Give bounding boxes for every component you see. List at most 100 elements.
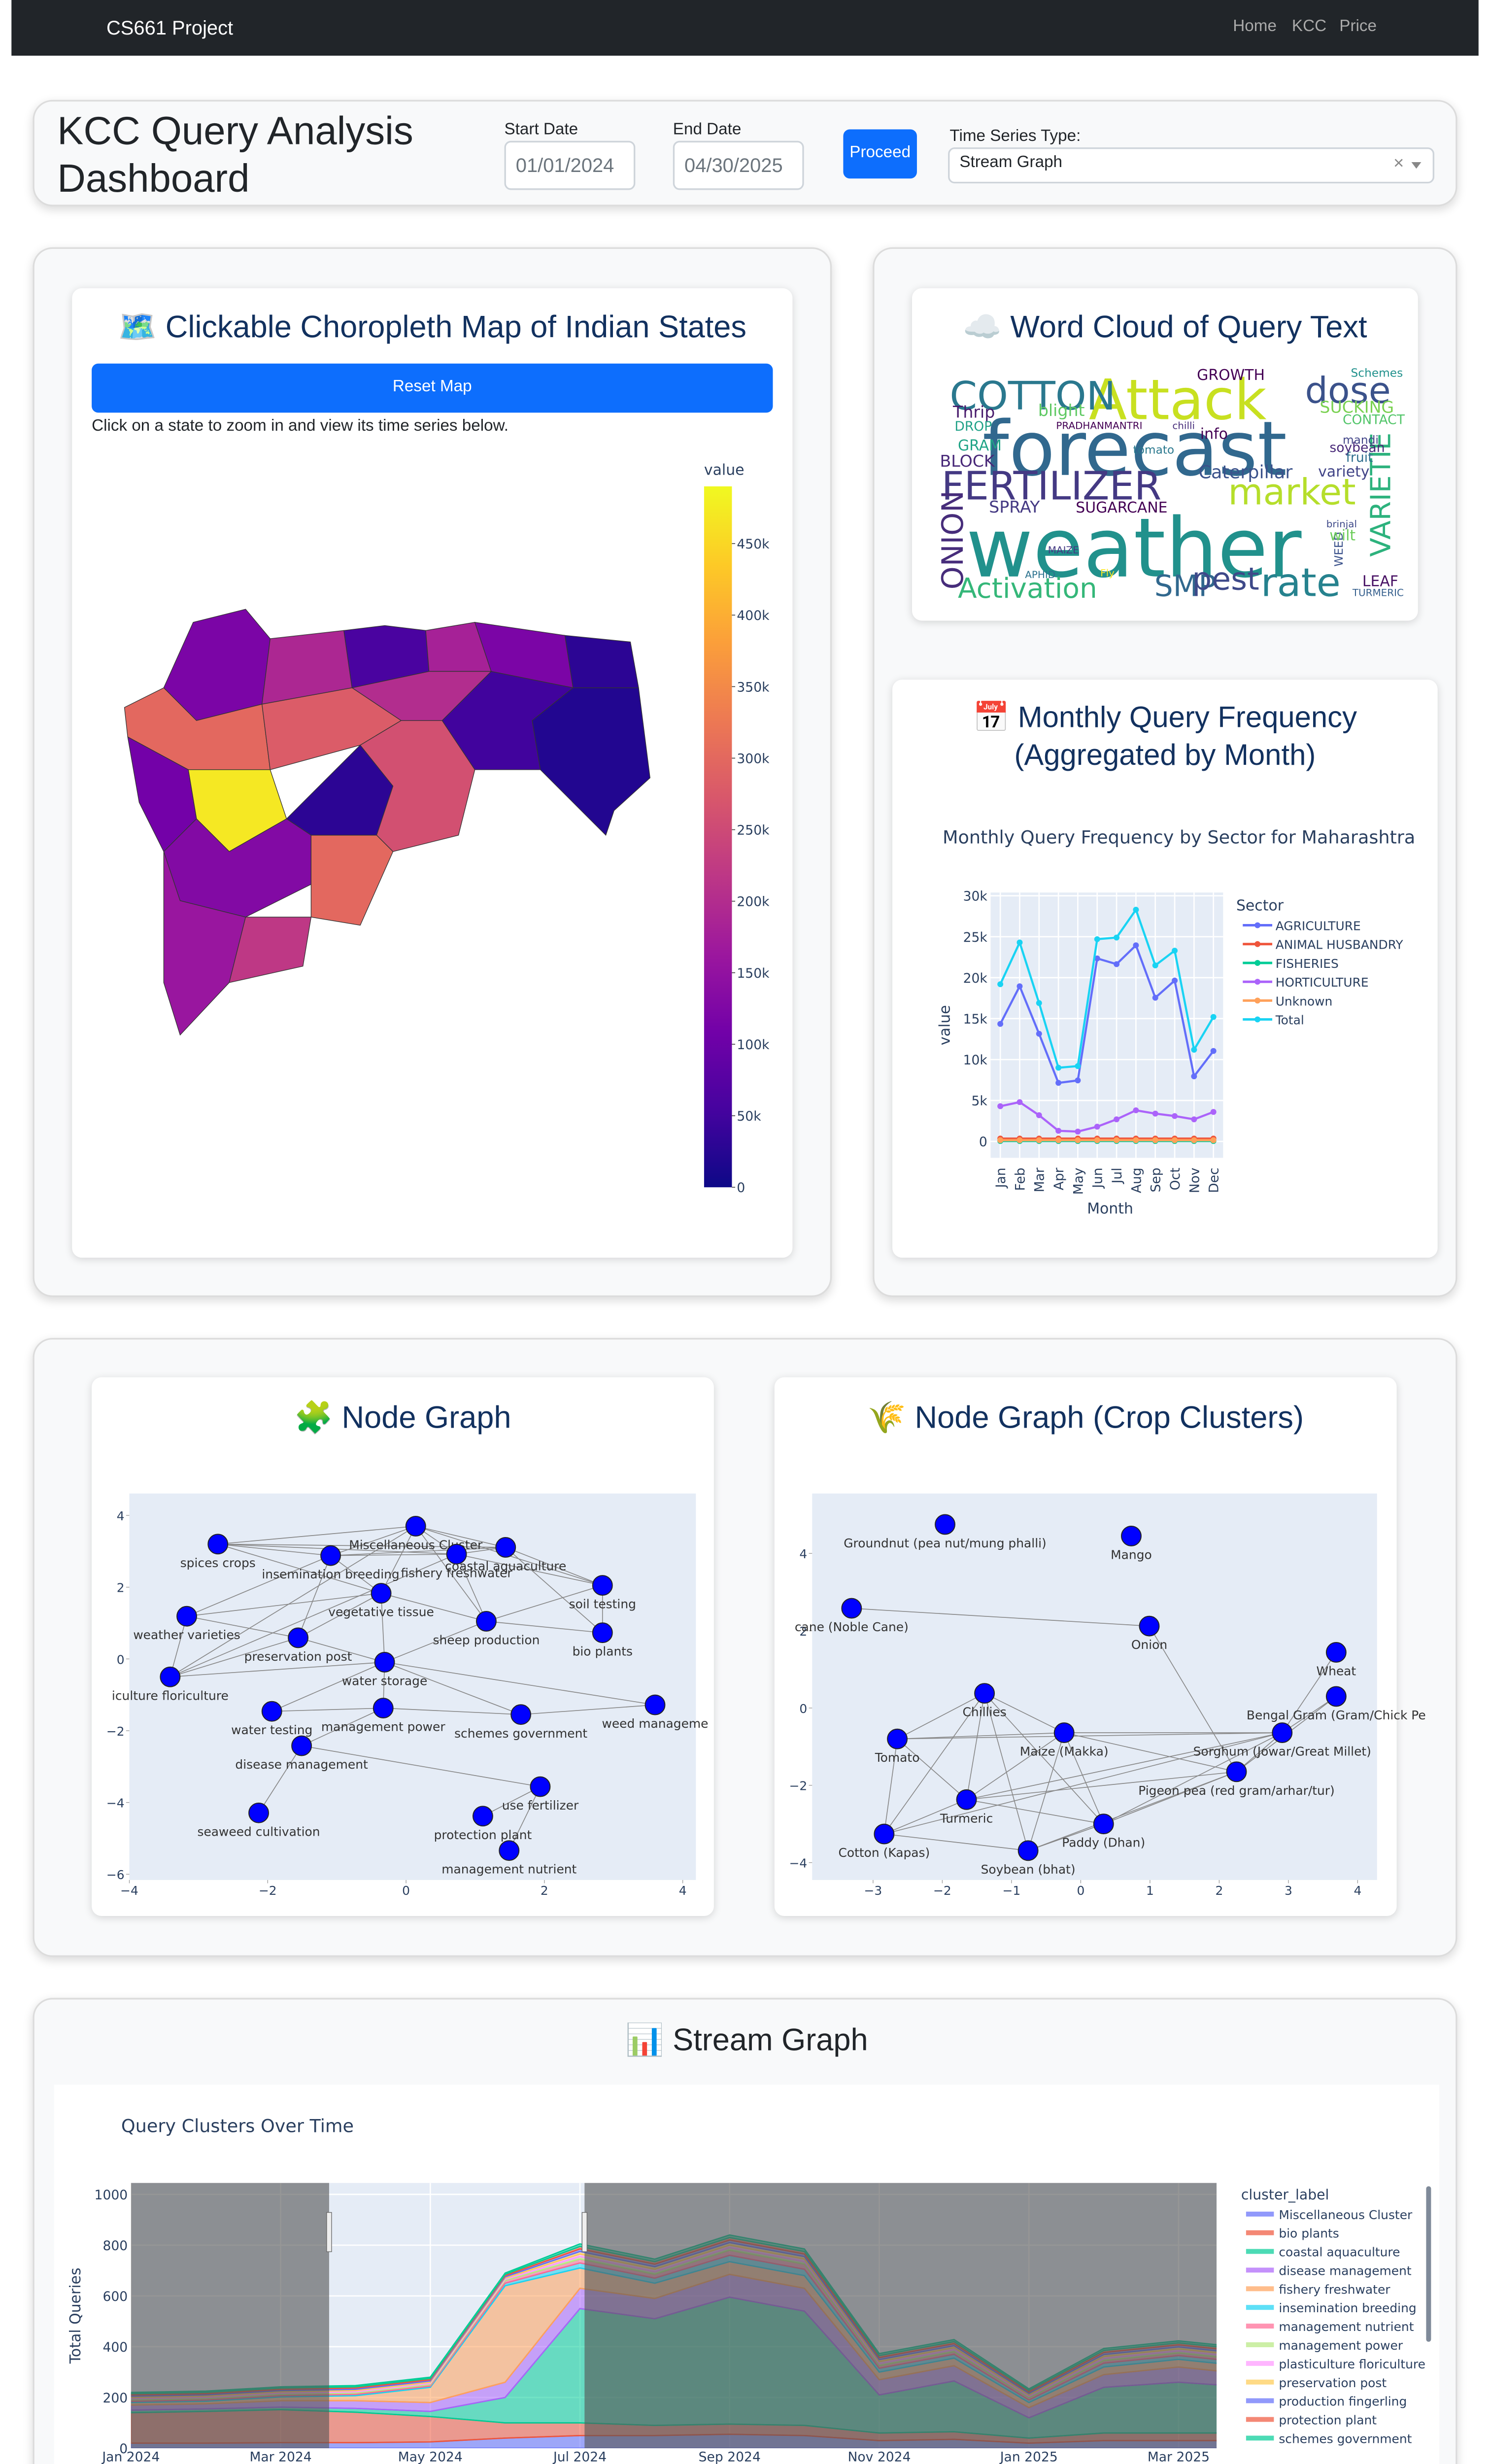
edge: [1149, 1626, 1237, 1772]
cloud-word: DROP: [954, 419, 992, 434]
cloud-word: market: [1228, 472, 1355, 513]
cloud-word: ONION: [936, 490, 970, 589]
nav-link[interactable]: Price: [1339, 18, 1377, 36]
series-marker: [1191, 1116, 1197, 1123]
node-label: coastal aquaculture: [445, 1559, 566, 1573]
series-marker: [1114, 1116, 1120, 1123]
x-tick-label: 2: [541, 1883, 548, 1898]
legend-label: bio plants: [1279, 2226, 1339, 2241]
y-tick-label: 200: [102, 2391, 128, 2406]
reset-map-button[interactable]: Reset Map: [92, 363, 773, 413]
clear-icon[interactable]: ×: [1393, 154, 1404, 174]
x-tick-label: Mar 2025: [1148, 2450, 1210, 2464]
node: [1272, 1722, 1293, 1744]
end-date-input[interactable]: 04/30/2025: [673, 140, 804, 190]
edge: [851, 1608, 1150, 1627]
series-marker: [1172, 1137, 1178, 1143]
node-label: Soybean (bhat): [981, 1862, 1076, 1877]
series-marker: [1191, 1073, 1197, 1080]
cloud-word: info: [1200, 426, 1228, 443]
legend-title: Sector: [1236, 897, 1284, 915]
node-label: disease management: [235, 1757, 368, 1772]
edge: [456, 1553, 603, 1586]
edge: [380, 1593, 385, 1662]
x-tick-label: Mar: [1032, 1167, 1048, 1192]
cloud-word: SUGARCANE: [1076, 499, 1167, 516]
edge: [169, 1526, 416, 1677]
node-label: Maize (Makka): [1020, 1745, 1109, 1759]
x-tick-label: May 2024: [398, 2450, 463, 2464]
cloud-word: fruit: [1346, 450, 1373, 465]
node-label: Mango: [1111, 1547, 1152, 1562]
series-marker: [1075, 1137, 1081, 1143]
node: [1325, 1642, 1347, 1663]
series-marker: [1133, 942, 1139, 949]
nav-link[interactable]: Home: [1233, 18, 1277, 36]
series-marker: [1133, 1107, 1139, 1114]
node: [320, 1545, 341, 1566]
edge: [521, 1704, 655, 1715]
map-region: [532, 687, 650, 836]
x-tick-label: 4: [1354, 1883, 1361, 1898]
x-tick-label: 3: [1285, 1883, 1292, 1898]
proceed-button[interactable]: Proceed: [843, 129, 917, 179]
x-tick-label: −2: [933, 1883, 951, 1898]
node: [874, 1823, 895, 1845]
cloud-word: LEAF: [1362, 573, 1398, 590]
map-region: [564, 635, 639, 688]
start-date-input[interactable]: 01/01/2024: [504, 140, 636, 190]
edge: [170, 1637, 299, 1677]
node: [887, 1728, 908, 1749]
series-marker: [1152, 1137, 1158, 1143]
y-tick-label: 10k: [963, 1053, 988, 1068]
edge: [169, 1616, 187, 1677]
y-tick-label: 0: [799, 1702, 807, 1716]
y-tick-label: 30k: [963, 889, 988, 904]
legend-label: schemes government: [1279, 2431, 1412, 2446]
time-series-select[interactable]: Stream Graph ×: [948, 147, 1435, 184]
edge: [486, 1621, 603, 1634]
edge: [415, 1526, 506, 1548]
cloud-word: mandi: [1343, 434, 1379, 447]
series-marker: [1055, 1080, 1062, 1086]
edge: [298, 1593, 381, 1639]
dropdown-caret[interactable]: [1411, 162, 1422, 169]
cloud-word: BLOCK: [940, 451, 995, 471]
node-label: weed manageme: [602, 1716, 708, 1731]
node-label: Cotton (Kapas): [839, 1846, 930, 1860]
edge: [505, 1547, 603, 1586]
brand[interactable]: CS661 Project: [106, 16, 234, 39]
node: [1017, 1840, 1039, 1861]
chart-title: Monthly Query Frequency by Sector for Ma…: [943, 826, 1415, 848]
node-label: water storage: [342, 1674, 428, 1688]
node: [935, 1514, 955, 1535]
x-tick-label: May: [1071, 1167, 1086, 1195]
node: [288, 1627, 309, 1648]
node: [1093, 1814, 1114, 1835]
node: [499, 1840, 520, 1861]
edge: [482, 1786, 541, 1817]
series-marker: [1172, 948, 1178, 954]
x-tick-label: Sep: [1149, 1167, 1164, 1192]
edge: [966, 1771, 1237, 1800]
x-tick-label: 2: [1215, 1883, 1223, 1898]
cloud-word: Thrip: [952, 402, 995, 421]
nav-link[interactable]: KCC: [1291, 18, 1327, 36]
colorbar-tick-label: 400k: [737, 608, 770, 623]
colorbar: [704, 486, 732, 1188]
end-date-label: End Date: [673, 121, 742, 139]
series-marker: [1152, 994, 1158, 1001]
range-shade: [131, 2183, 329, 2449]
edge: [384, 1662, 521, 1715]
cloud-word: Fly: [1100, 568, 1115, 579]
y-tick-label: 2: [799, 1624, 807, 1639]
edge: [301, 1745, 541, 1787]
node-label: insemination breeding: [262, 1567, 399, 1581]
y-tick-label: 400: [102, 2340, 128, 2355]
colorbar-title: value: [704, 462, 745, 479]
legend-label: Unknown: [1276, 994, 1333, 1008]
navbar: CS661 Project Home KCC Price: [11, 0, 1479, 56]
x-tick-label: Aug: [1129, 1167, 1144, 1193]
edge: [897, 1732, 1283, 1740]
edge: [330, 1526, 416, 1556]
